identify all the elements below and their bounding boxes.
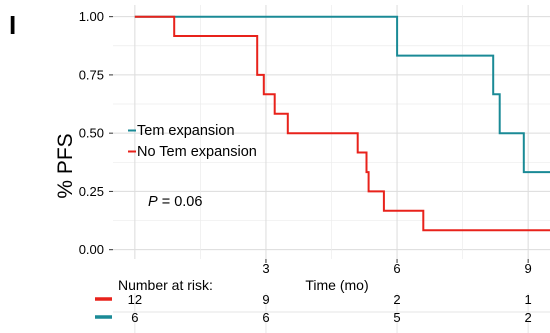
risk-count: 2 [393,292,400,307]
legend: Tem expansion No Tem expansion [128,123,257,160]
risk-count: 2 [525,310,532,325]
x-tick-label: 3 [262,261,269,276]
risk-table-background [113,293,550,333]
y-axis-ticks: 0.00 0.25 0.50 0.75 1.00 [79,9,113,257]
y-tick-label: 0.00 [79,242,104,257]
risk-count: 5 [393,310,400,325]
legend-label: No Tem expansion [137,144,257,160]
risk-count: 6 [262,310,269,325]
y-tick-label: 0.50 [79,126,104,141]
x-tick-label: 9 [525,261,532,276]
y-axis-label: % PFS [54,133,77,198]
legend-label: Tem expansion [137,123,235,139]
p-value-prefix: P [148,194,158,210]
x-tick-label: 6 [393,261,400,276]
risk-count: 12 [128,292,142,307]
p-value-annotation: P = 0.06 [148,194,202,210]
y-tick-label: 1.00 [79,9,104,24]
survival-curve [134,15,550,232]
x-axis-ticks: 3 6 9 [262,259,532,276]
panel-label: I [9,10,16,40]
y-tick-label: 0.75 [79,67,104,82]
y-tick-label: 0.25 [79,184,104,199]
survival-curves [134,15,550,232]
x-axis-label: Time (mo) [305,277,368,293]
risk-table: 12 9 2 1 6 6 5 2 [95,292,550,333]
risk-count: 9 [262,292,269,307]
p-value-text: = 0.06 [158,194,203,210]
risk-table-title: Number at risk: [118,277,213,293]
risk-count: 1 [525,292,532,307]
survival-curve [134,15,550,174]
risk-count: 6 [131,310,138,325]
